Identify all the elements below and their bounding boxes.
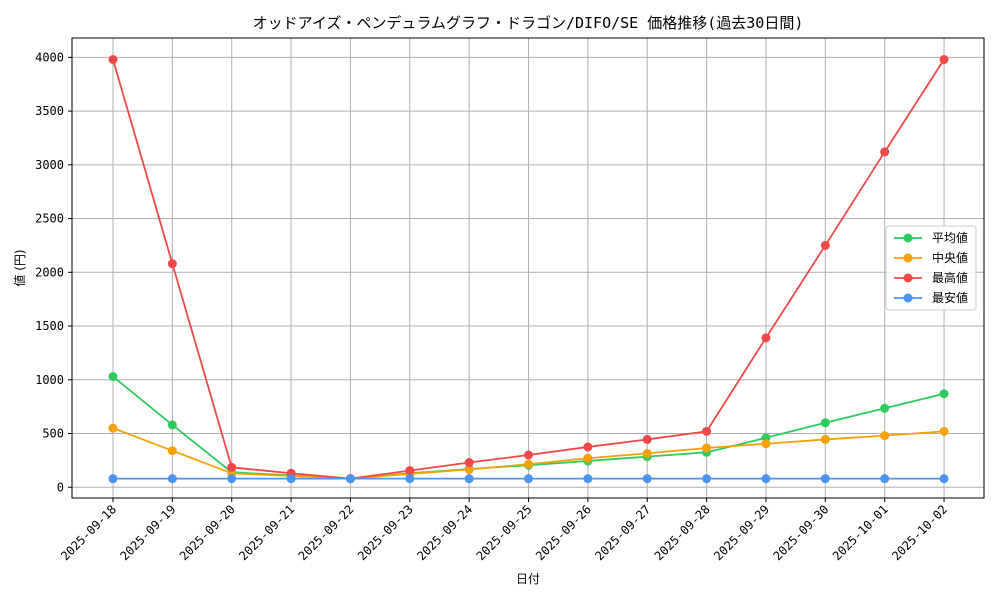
x-tick-label: 2025-09-19 bbox=[117, 502, 178, 563]
chart-title: オッドアイズ・ペンデュラムグラフ・ドラゴン/DIFO/SE 価格推移(過去30日… bbox=[253, 14, 804, 32]
x-tick-label: 2025-09-24 bbox=[414, 502, 475, 563]
data-point bbox=[583, 474, 593, 484]
x-tick-label: 2025-09-28 bbox=[652, 502, 713, 563]
data-point bbox=[464, 465, 474, 475]
series-2 bbox=[108, 54, 949, 484]
data-point bbox=[345, 474, 355, 484]
grid bbox=[72, 38, 984, 498]
data-point bbox=[583, 442, 593, 452]
legend-label: 最安値 bbox=[932, 290, 968, 305]
x-tick-label: 2025-09-21 bbox=[236, 502, 297, 563]
data-point bbox=[820, 418, 830, 428]
legend-item: 最高値 bbox=[894, 270, 968, 285]
data-point bbox=[761, 474, 771, 484]
data-point bbox=[702, 426, 712, 436]
x-tick-label: 2025-09-20 bbox=[177, 502, 238, 563]
data-point bbox=[820, 434, 830, 444]
legend-item: 中央値 bbox=[894, 250, 968, 265]
data-point bbox=[642, 448, 652, 458]
data-point bbox=[820, 474, 830, 484]
x-tick-label: 2025-09-25 bbox=[474, 502, 535, 563]
data-point bbox=[583, 453, 593, 463]
y-tick-label: 500 bbox=[42, 427, 64, 441]
x-axis-label: 日付 bbox=[516, 572, 540, 586]
x-tick-label: 2025-09-22 bbox=[296, 502, 357, 563]
data-point bbox=[939, 54, 949, 64]
data-point bbox=[761, 333, 771, 343]
legend-marker bbox=[903, 273, 913, 283]
y-tick-label: 2500 bbox=[35, 212, 64, 226]
data-point bbox=[167, 446, 177, 456]
legend-marker bbox=[903, 293, 913, 303]
data-point bbox=[524, 474, 534, 484]
legend-label: 最高値 bbox=[932, 270, 968, 285]
x-tick-label: 2025-09-18 bbox=[58, 502, 119, 563]
legend-marker bbox=[903, 233, 913, 243]
data-point bbox=[642, 474, 652, 484]
x-tick-label: 2025-10-01 bbox=[830, 502, 891, 563]
data-point bbox=[880, 474, 890, 484]
y-tick-label: 1500 bbox=[35, 319, 64, 333]
legend-marker bbox=[903, 253, 913, 263]
y-tick-label: 0 bbox=[57, 480, 64, 494]
y-tick-label: 1000 bbox=[35, 373, 64, 387]
data-point bbox=[761, 439, 771, 449]
data-point bbox=[939, 389, 949, 399]
data-point bbox=[464, 458, 474, 468]
series-lines bbox=[108, 54, 949, 484]
x-axis-ticks: 2025-09-182025-09-192025-09-202025-09-21… bbox=[58, 498, 950, 563]
data-point bbox=[702, 443, 712, 453]
y-tick-label: 3000 bbox=[35, 158, 64, 172]
data-point bbox=[880, 431, 890, 441]
data-point bbox=[405, 474, 415, 484]
plot-frame bbox=[71, 37, 985, 499]
x-tick-label: 2025-09-23 bbox=[355, 502, 416, 563]
y-tick-label: 3500 bbox=[35, 104, 64, 118]
data-point bbox=[167, 420, 177, 430]
data-point bbox=[820, 240, 830, 250]
legend-box bbox=[885, 225, 977, 311]
data-point bbox=[286, 474, 296, 484]
series-3 bbox=[108, 474, 949, 484]
data-point bbox=[880, 403, 890, 413]
legend-label: 中央値 bbox=[932, 250, 968, 265]
data-point bbox=[524, 450, 534, 460]
x-tick-label: 2025-10-02 bbox=[889, 502, 950, 563]
data-point bbox=[227, 474, 237, 484]
x-tick-label: 2025-09-29 bbox=[711, 502, 772, 563]
x-tick-label: 2025-09-26 bbox=[533, 502, 594, 563]
data-point bbox=[108, 54, 118, 64]
data-point bbox=[939, 474, 949, 484]
y-axis-label: 値 (円) bbox=[12, 249, 27, 286]
data-point bbox=[167, 474, 177, 484]
data-point bbox=[405, 466, 415, 476]
legend-item: 平均値 bbox=[894, 230, 968, 245]
y-tick-label: 2000 bbox=[35, 265, 64, 279]
data-point bbox=[227, 462, 237, 472]
data-point bbox=[108, 423, 118, 433]
data-point bbox=[880, 147, 890, 157]
data-point bbox=[939, 426, 949, 436]
legend-item: 最安値 bbox=[894, 290, 968, 305]
data-point bbox=[108, 474, 118, 484]
legend-label: 平均値 bbox=[932, 230, 968, 245]
data-point bbox=[167, 259, 177, 269]
data-point bbox=[702, 474, 712, 484]
data-point bbox=[108, 372, 118, 382]
data-point bbox=[524, 459, 534, 469]
y-tick-label: 4000 bbox=[35, 50, 64, 64]
y-axis-ticks: 0 500 1000 1500 2000 2500 3000 3500 4000 bbox=[35, 50, 72, 494]
x-tick-label: 2025-09-30 bbox=[770, 502, 831, 563]
data-point bbox=[464, 474, 474, 484]
data-point bbox=[642, 434, 652, 444]
x-tick-label: 2025-09-27 bbox=[592, 502, 653, 563]
